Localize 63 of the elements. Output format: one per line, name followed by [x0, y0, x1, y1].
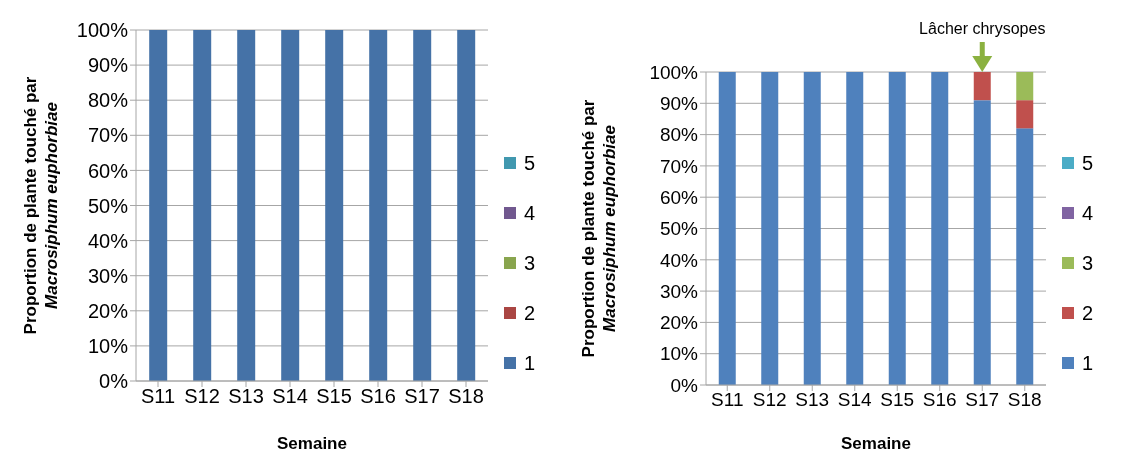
x-tick-label: S18: [1007, 389, 1042, 411]
y-tick-label: 80%: [659, 124, 699, 146]
y-tick-label: 40%: [659, 249, 699, 271]
x-axis-title: Semaine: [277, 434, 347, 453]
bar: [761, 72, 779, 385]
y-axis-title: Proportion de plante touché par Macrosiphum euphorbiae: [21, 76, 61, 335]
x-tick-label: S13: [795, 389, 830, 411]
x-tick-label: S14: [272, 385, 308, 408]
y-tick-label: 40%: [87, 229, 129, 252]
y-tick-label: 90%: [87, 54, 129, 77]
y-tick-label: 50%: [659, 218, 699, 240]
y-tick-label: 100%: [649, 61, 699, 83]
legend-label: 1: [1082, 351, 1094, 375]
y-tick-label: 90%: [659, 93, 699, 115]
legend-label: 4: [524, 201, 536, 225]
x-tick-label: S11: [711, 389, 744, 411]
y-tick-label: 70%: [87, 124, 129, 147]
x-tick-label: S15: [316, 385, 352, 408]
legend-label: 4: [1082, 201, 1094, 225]
bar: [1016, 128, 1034, 385]
y-tick-label: 70%: [659, 155, 699, 177]
x-tick-label: S17: [965, 389, 1000, 411]
y-tick-label: 30%: [87, 264, 129, 287]
x-axis-title: Semaine: [841, 434, 911, 453]
y-tick-label: 20%: [87, 299, 129, 322]
y-tick-label: 60%: [87, 159, 129, 182]
x-tick-label: S15: [880, 389, 915, 411]
bar: [973, 100, 991, 385]
bar: [803, 72, 821, 385]
x-tick-label: S17: [404, 385, 440, 408]
x-tick-label: S14: [837, 389, 873, 411]
legend-label: 1: [524, 351, 536, 375]
x-tick-label: S11: [140, 385, 176, 408]
x-tick-label: S12: [184, 385, 220, 408]
x-tick-label: S16: [360, 385, 396, 408]
legend-label: 5: [524, 151, 536, 175]
y-tick-label: 30%: [659, 280, 699, 302]
y-tick-label: 0%: [99, 370, 129, 393]
legend-label: 3: [1082, 251, 1094, 275]
y-tick-label: 100%: [76, 19, 129, 42]
y-tick-label: 20%: [659, 312, 699, 334]
bar: [931, 72, 949, 385]
x-tick-label: S16: [922, 389, 957, 411]
y-tick-label: 80%: [87, 89, 129, 112]
bar: [888, 72, 906, 385]
annotation: Lâcher chrysopes: [919, 20, 1046, 37]
bar: [846, 72, 864, 385]
legend-label: 3: [524, 251, 536, 275]
legend-label: 2: [1082, 301, 1094, 325]
legend-label: 5: [1082, 151, 1094, 175]
legend-label: 2: [524, 301, 536, 325]
y-tick-label: 10%: [659, 343, 699, 365]
y-tick-label: 50%: [87, 194, 129, 217]
y-tick-label: 60%: [659, 186, 699, 208]
y-axis-title: Proportion de plante touché par Macrosiphum euphorbiae: [579, 99, 619, 358]
y-tick-label: 0%: [670, 374, 699, 396]
bar: [1016, 72, 1034, 101]
x-tick-label: S13: [228, 385, 264, 408]
bar: [718, 72, 736, 385]
y-tick-label: 10%: [87, 335, 129, 357]
bar: [1016, 100, 1034, 129]
x-tick-label: S12: [752, 389, 787, 411]
x-tick-label: S18: [448, 385, 484, 408]
